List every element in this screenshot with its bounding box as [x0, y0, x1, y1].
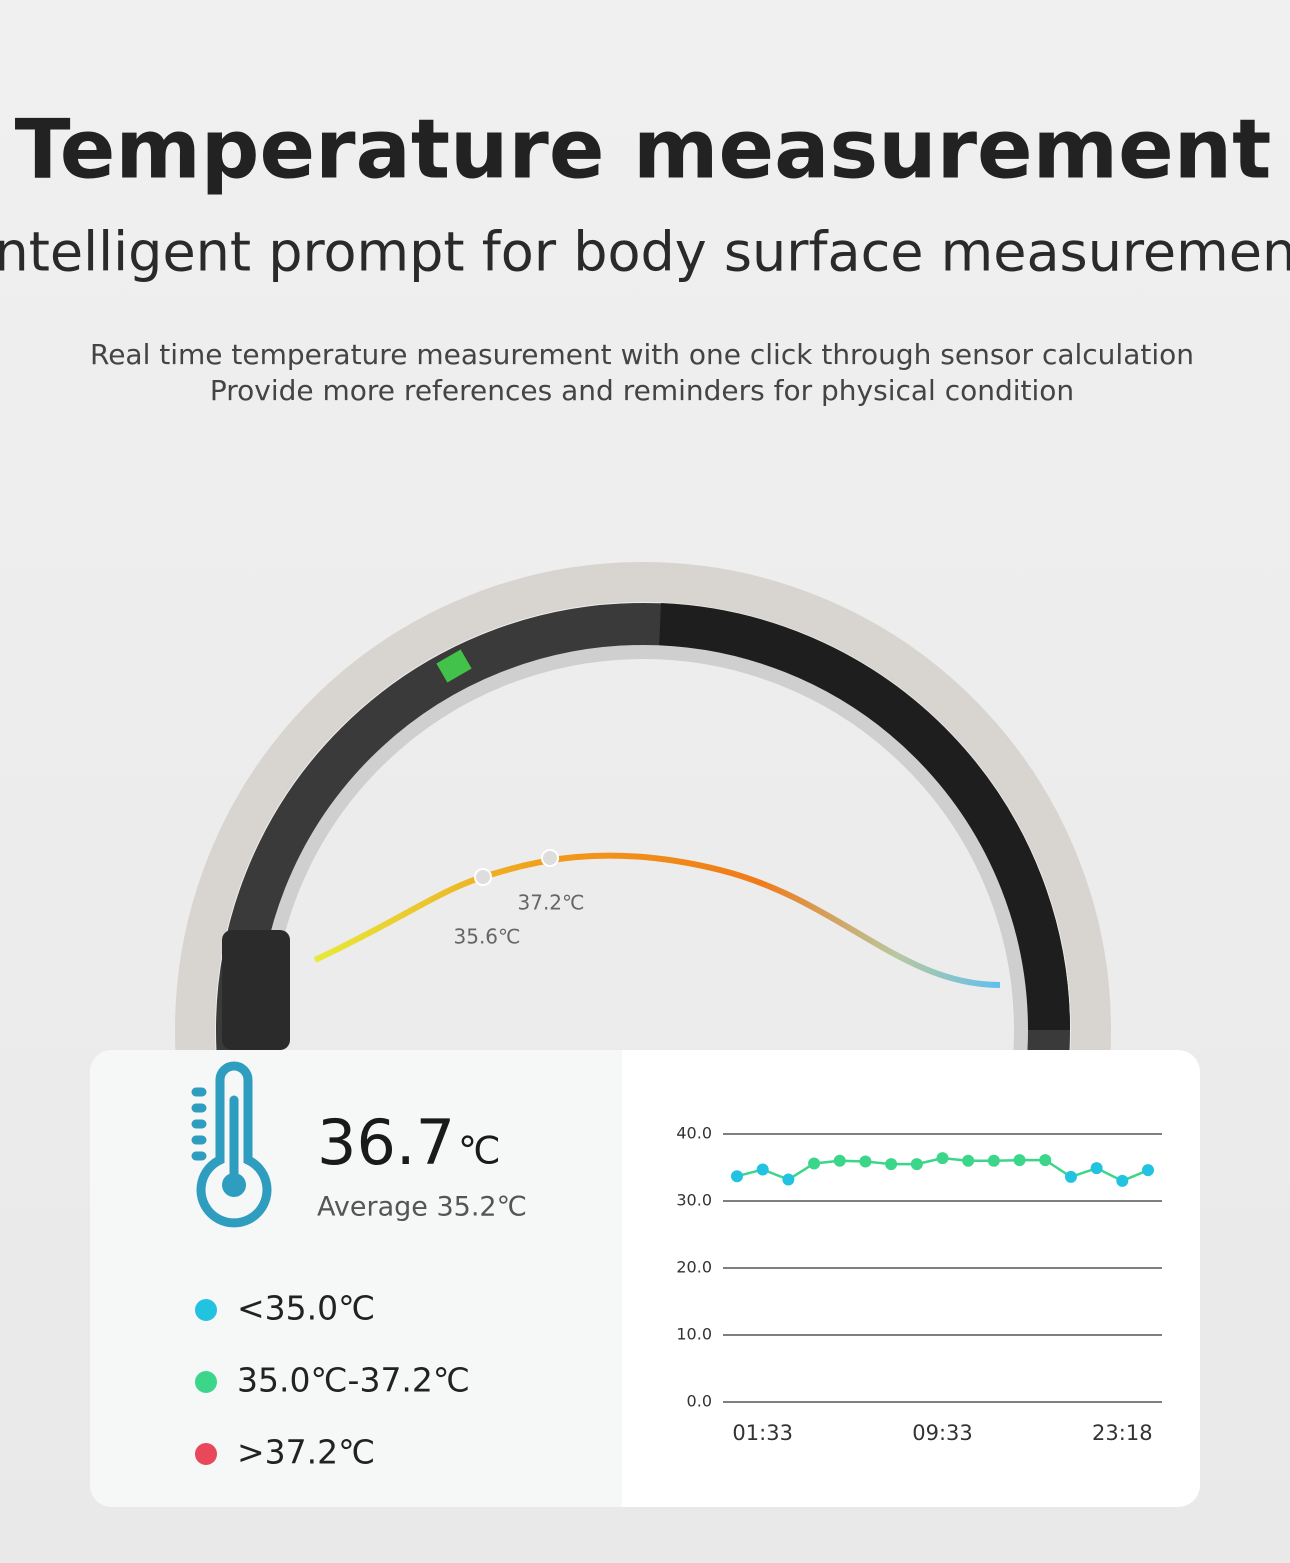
data-point [910, 1158, 923, 1171]
data-point [833, 1154, 846, 1167]
data-point [808, 1157, 821, 1170]
data-point [1142, 1164, 1154, 1177]
data-point [1013, 1154, 1026, 1167]
x-tick-label: 09:33 [912, 1421, 973, 1445]
data-point [731, 1170, 743, 1183]
curve-point [474, 868, 492, 886]
legend-dot [195, 1443, 217, 1465]
card-left [90, 1050, 622, 1507]
y-tick-label: 10.0 [676, 1325, 712, 1344]
data-point [1090, 1162, 1103, 1175]
reading-unit: ℃ [458, 1129, 501, 1173]
average: Average 35.2℃ [317, 1192, 527, 1223]
data-point [1039, 1154, 1052, 1167]
data-point [936, 1152, 949, 1165]
data-point [859, 1155, 872, 1168]
curve-label: 37.2℃ [518, 891, 585, 915]
reading: 36.7 [317, 1106, 455, 1179]
y-tick-label: 0.0 [687, 1392, 712, 1411]
legend-label: 35.0℃-37.2℃ [237, 1361, 470, 1400]
legend-label: <35.0℃ [237, 1289, 375, 1328]
title: Temperature measurement [15, 102, 1272, 197]
x-tick-label: 23:18 [1092, 1421, 1153, 1445]
subtitle: Intelligent prompt for body surface meas… [0, 221, 1290, 284]
legend-label: >37.2℃ [237, 1433, 375, 1472]
thermometer-icon [191, 1061, 272, 1228]
data-point [782, 1173, 795, 1186]
y-tick-label: 20.0 [676, 1258, 712, 1277]
description: Provide more references and reminders fo… [210, 374, 1074, 407]
legend-dot [195, 1299, 217, 1321]
data-point [885, 1158, 898, 1171]
curve-label: 35.6℃ [454, 925, 521, 949]
data-point [962, 1154, 975, 1167]
data-point [1116, 1174, 1129, 1187]
x-tick-label: 01:33 [732, 1421, 793, 1445]
y-tick-label: 40.0 [676, 1124, 712, 1143]
data-point [756, 1163, 769, 1176]
legend-dot [195, 1371, 217, 1393]
data-point [987, 1154, 1000, 1167]
ring [175, 562, 1111, 1050]
ring-curve [313, 852, 1001, 988]
y-tick-label: 30.0 [676, 1191, 712, 1210]
curve-point [541, 849, 559, 867]
description: Real time temperature measurement with o… [90, 338, 1194, 371]
data-point [1064, 1170, 1077, 1183]
